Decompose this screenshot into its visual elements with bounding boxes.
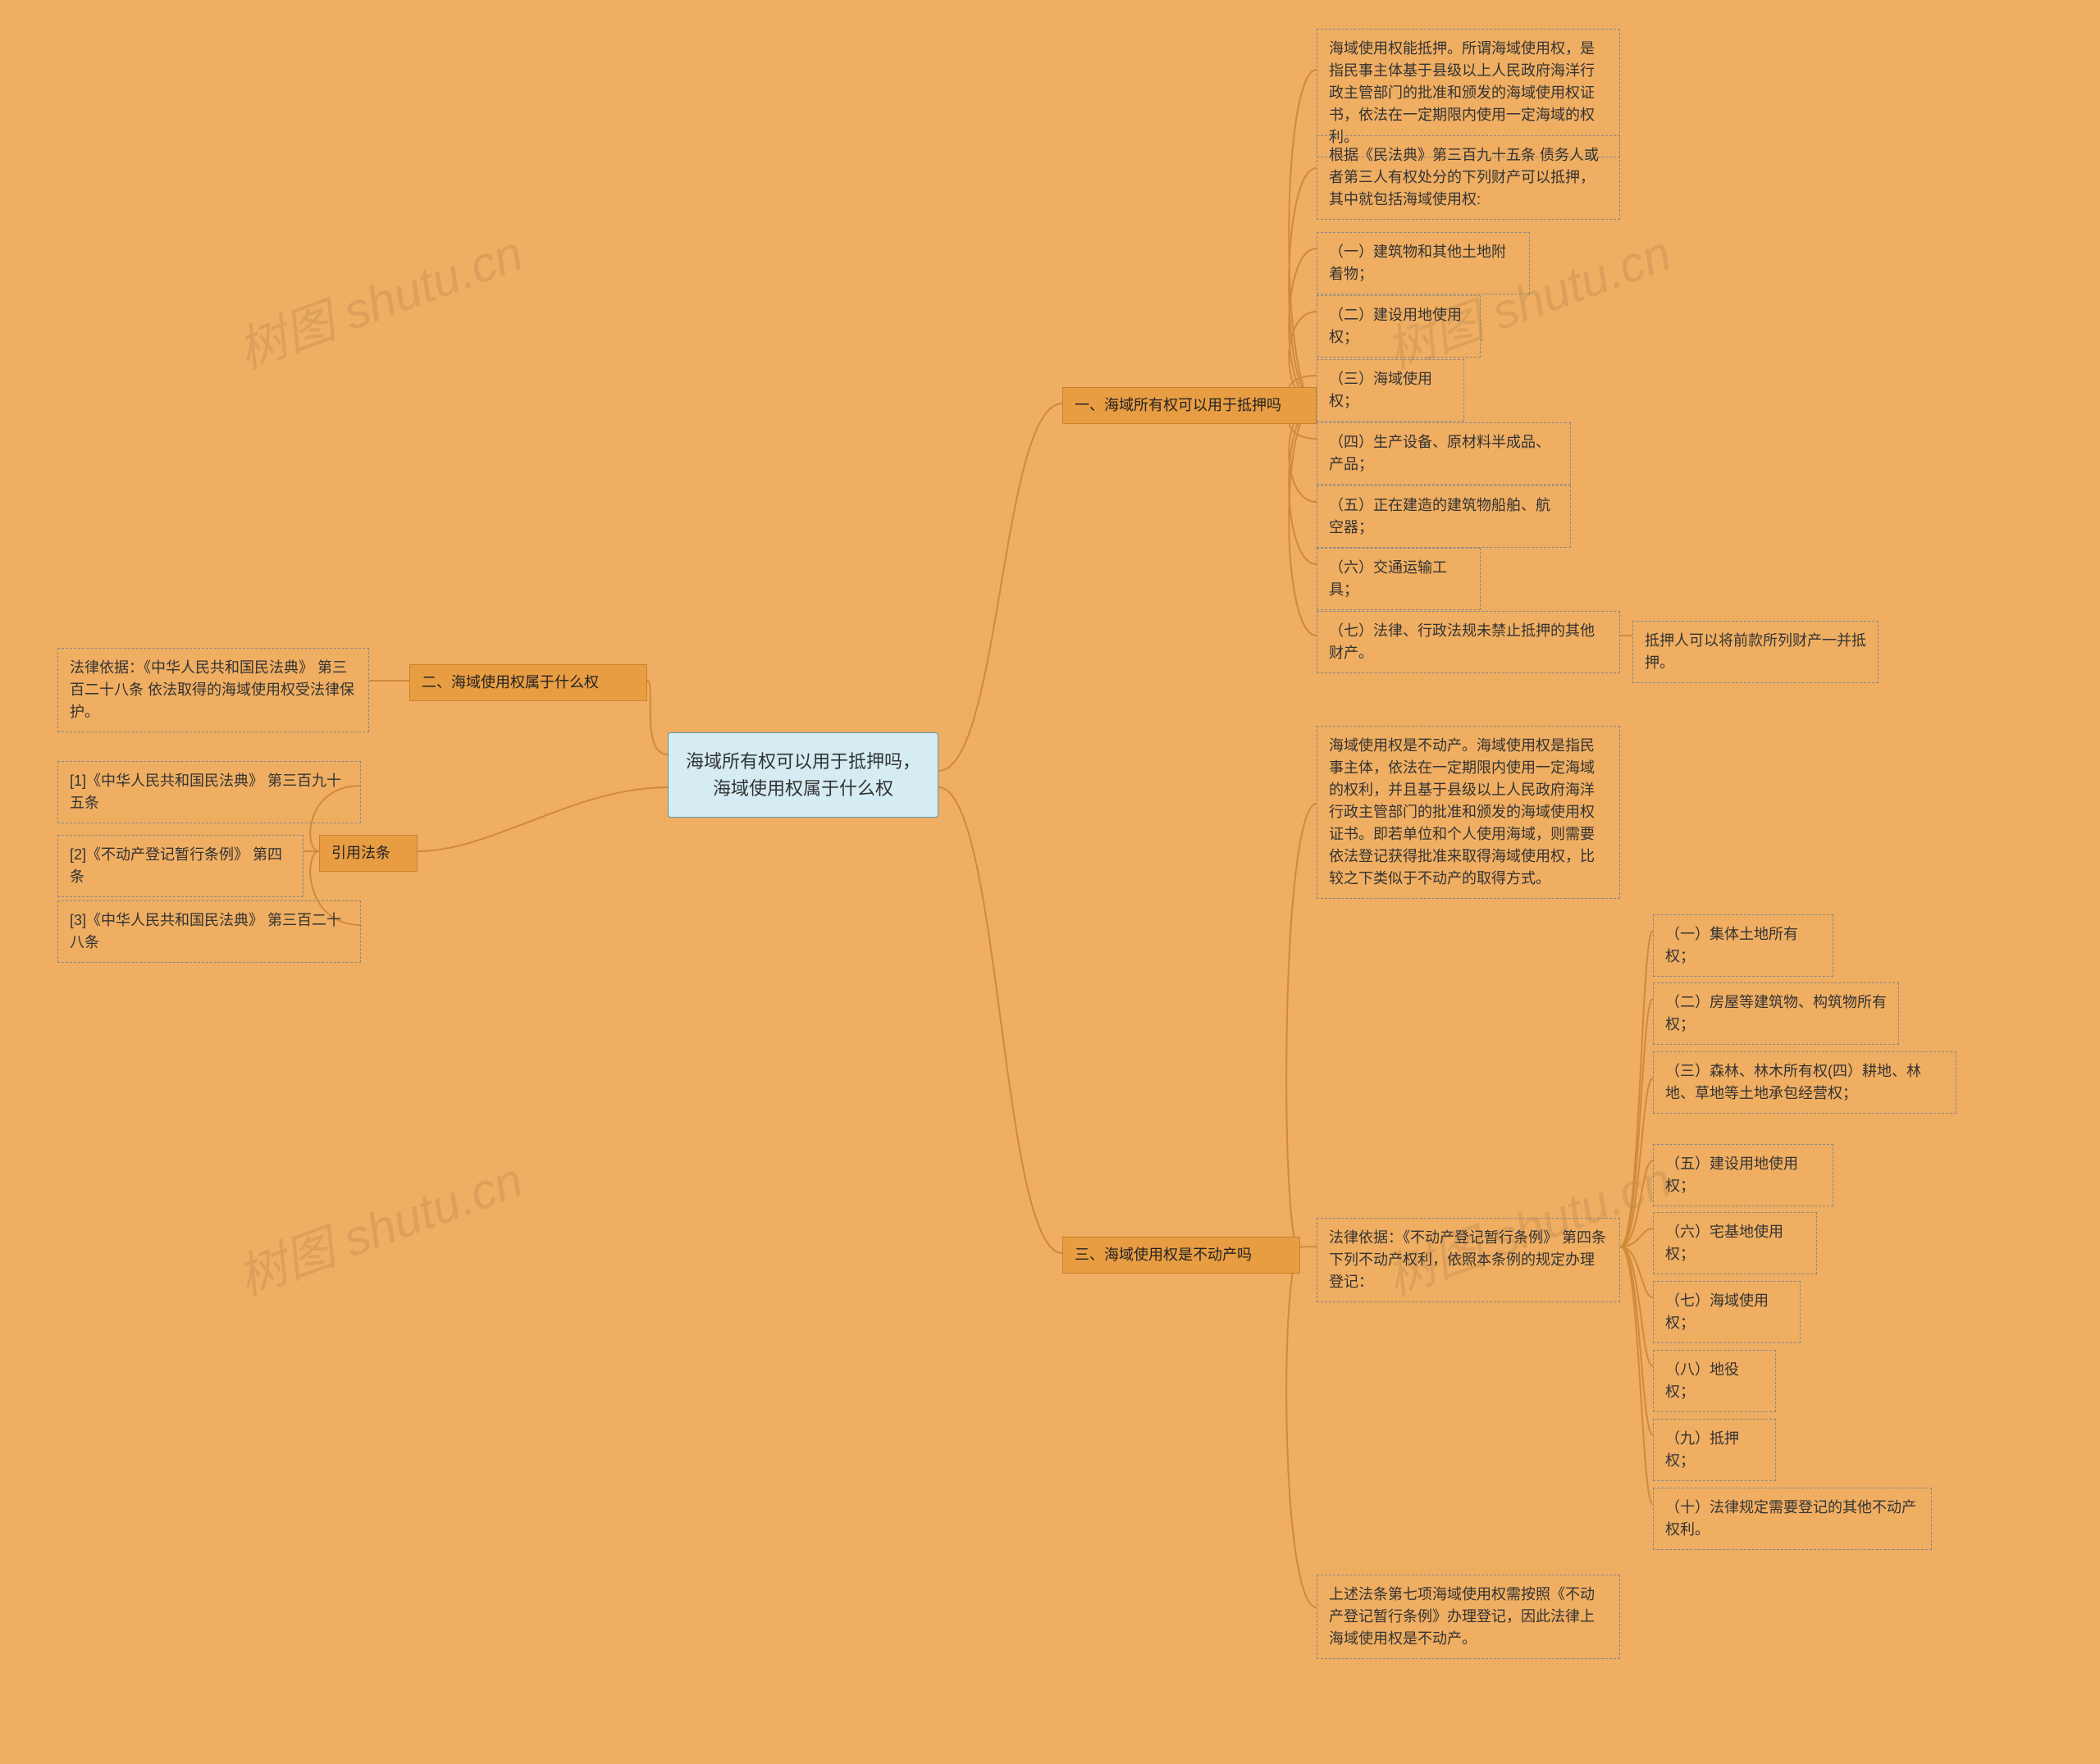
central-node: 海域所有权可以用于抵押吗，海域使用权属于什么权 xyxy=(668,732,938,818)
leaf-b1-4: （二）建设用地使用权； xyxy=(1317,295,1481,358)
leaf-b3-1: 海域使用权是不动产。海域使用权是指民事主体，依法在一定期限内使用一定海域的权利，… xyxy=(1317,726,1620,899)
watermark: 树图 shutu.cn xyxy=(226,1140,531,1309)
leaf-b3-2-4: （五）建设用地使用权； xyxy=(1653,1144,1833,1206)
leaf-b1-9: （七）法律、行政法规未禁止抵押的其他财产。 xyxy=(1317,611,1620,673)
leaf-b3-2-8: （九）抵押权； xyxy=(1653,1419,1776,1481)
leaf-b3-2-5: （六）宅基地使用权； xyxy=(1653,1212,1817,1274)
leaf-b1-9-1: 抵押人可以将前款所列财产一并抵押。 xyxy=(1632,621,1879,683)
branch-4: 引用法条 xyxy=(319,835,418,872)
leaf-b4-1: [1]《中华人民共和国民法典》 第三百九十五条 xyxy=(57,761,361,823)
leaf-b1-5: （三）海域使用权； xyxy=(1317,359,1464,422)
leaf-b3-2-3: （三）森林、林木所有权(四）耕地、林地、草地等土地承包经营权； xyxy=(1653,1051,1956,1114)
leaf-b4-3: [3]《中华人民共和国民法典》 第三百二十八条 xyxy=(57,900,361,963)
branch-1: 一、海域所有权可以用于抵押吗 xyxy=(1062,387,1317,424)
leaf-b1-8: （六）交通运输工具； xyxy=(1317,548,1481,610)
leaf-b3-2-1: （一）集体土地所有权； xyxy=(1653,914,1833,977)
leaf-b3-2-9: （十）法律规定需要登记的其他不动产权利。 xyxy=(1653,1488,1932,1550)
branch-3: 三、海域使用权是不动产吗 xyxy=(1062,1237,1300,1274)
leaf-b3-2-6: （七）海域使用权； xyxy=(1653,1281,1801,1343)
leaf-b2-1: 法律依据：《中华人民共和国民法典》 第三百二十八条 依法取得的海域使用权受法律保… xyxy=(57,648,369,732)
leaf-b3-2: 法律依据：《不动产登记暂行条例》 第四条 下列不动产权利，依照本条例的规定办理登… xyxy=(1317,1218,1620,1302)
leaf-b1-2: 根据《民法典》第三百九十五条 债务人或者第三人有权处分的下列财产可以抵押，其中就… xyxy=(1317,135,1620,220)
leaf-b1-7: （五）正在建造的建筑物船舶、航空器； xyxy=(1317,485,1571,548)
leaf-b3-2-2: （二）房屋等建筑物、构筑物所有权； xyxy=(1653,982,1899,1045)
watermark: 树图 shutu.cn xyxy=(226,213,531,382)
leaf-b3-2-7: （八）地役权； xyxy=(1653,1350,1776,1412)
leaf-b4-2: [2]《不动产登记暂行条例》 第四条 xyxy=(57,835,304,897)
leaf-b3-3: 上述法条第七项海域使用权需按照《不动产登记暂行条例》办理登记，因此法律上海域使用… xyxy=(1317,1575,1620,1659)
leaf-b1-6: （四）生产设备、原材料半成品、产品； xyxy=(1317,422,1571,485)
leaf-b1-3: （一）建筑物和其他土地附着物； xyxy=(1317,232,1530,294)
branch-2: 二、海域使用权属于什么权 xyxy=(409,664,647,701)
